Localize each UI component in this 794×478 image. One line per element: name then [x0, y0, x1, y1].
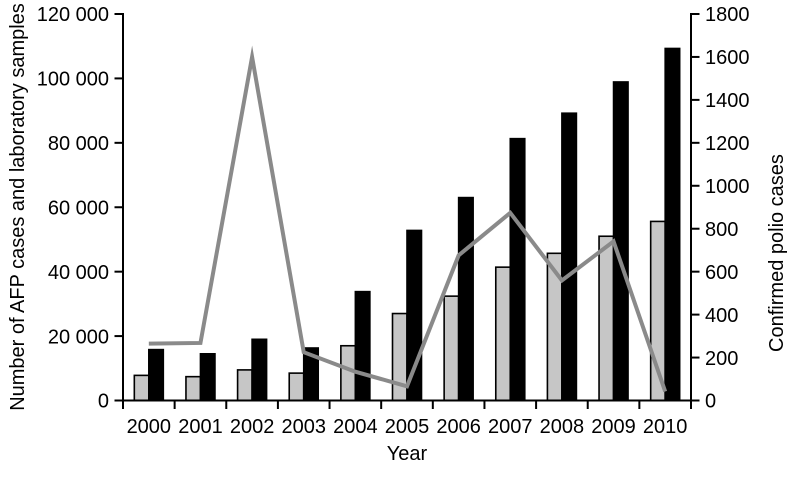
x-tick-label-2008: 2008	[540, 416, 585, 438]
y-left-tick-label: 20 000	[48, 326, 109, 348]
x-tick-label-2005: 2005	[385, 416, 430, 438]
x-tick-label-2003: 2003	[281, 416, 326, 438]
y-right-tick-label: 1000	[705, 176, 750, 198]
bar-afp-cases-2004	[340, 344, 357, 402]
bar-afp-cases-2006	[443, 295, 460, 402]
bar-laboratory-samples-2008	[561, 112, 578, 402]
y-left-tick-label: 0	[98, 391, 109, 413]
y-right-tick-label: 1200	[705, 133, 750, 155]
y-left-tick-label: 60 000	[48, 197, 109, 219]
x-tick-label-2010: 2010	[643, 416, 688, 438]
x-tick-label-2007: 2007	[488, 416, 533, 438]
bar-afp-cases-2007	[494, 266, 512, 402]
x-tick-label-2006: 2006	[436, 416, 481, 438]
bar-afp-cases-2000	[133, 374, 150, 402]
bar-laboratory-samples-2010	[664, 47, 681, 402]
bar-laboratory-samples-2000	[148, 348, 165, 402]
y-right-tick-label: 600	[705, 262, 738, 284]
bar-laboratory-samples-2006	[457, 196, 474, 402]
y-right-tick-label: 1800	[705, 4, 750, 26]
axes-group: 0 20 000 40 000 60 000 80 000 100 000 120 000 0…	[37, 4, 750, 438]
y-left-tick-label: 40 000	[48, 262, 109, 284]
y-right-tick-label: 1400	[705, 90, 750, 112]
bar-laboratory-samples-2004	[354, 290, 371, 402]
y-axis-left-title: Number of AFP cases and laboratory sampl…	[7, 3, 29, 411]
line-group	[148, 45, 668, 393]
y-right-tick-label: 1600	[705, 47, 750, 69]
bar-afp-cases-2003	[288, 372, 305, 402]
y-left-tick-label: 120 000	[37, 4, 109, 26]
bar-afp-cases-2001	[185, 375, 202, 402]
bar-afp-cases-2009	[598, 235, 615, 402]
y-right-tick-label: 0	[705, 391, 716, 413]
y-right-tick-label: 400	[705, 305, 738, 327]
x-tick-label-2000: 2000	[127, 416, 172, 438]
x-tick-label-2004: 2004	[333, 416, 378, 438]
bar-laboratory-samples-2007	[509, 137, 526, 402]
x-tick-label-2009: 2009	[591, 416, 636, 438]
y-right-tick-label: 200	[705, 348, 738, 370]
bar-afp-cases-2002	[236, 369, 253, 402]
bar-laboratory-samples-2005	[406, 229, 423, 402]
bars-group	[133, 47, 681, 402]
bar-laboratory-samples-2002	[251, 338, 268, 402]
x-tick-label-2002: 2002	[230, 416, 275, 438]
x-axis-title: Year	[387, 443, 428, 465]
y-left-tick-label: 100 000	[37, 69, 109, 91]
y-right-tick-label: 800	[705, 219, 738, 241]
confirmed-polio-cases-line	[148, 45, 668, 393]
y-axis-right-title: Confirmed polio cases	[766, 154, 788, 352]
bar-laboratory-samples-2009	[612, 81, 629, 402]
bar-laboratory-samples-2001	[199, 352, 216, 402]
x-tick-label-2001: 2001	[178, 416, 223, 438]
y-left-tick-label: 80 000	[48, 133, 109, 155]
